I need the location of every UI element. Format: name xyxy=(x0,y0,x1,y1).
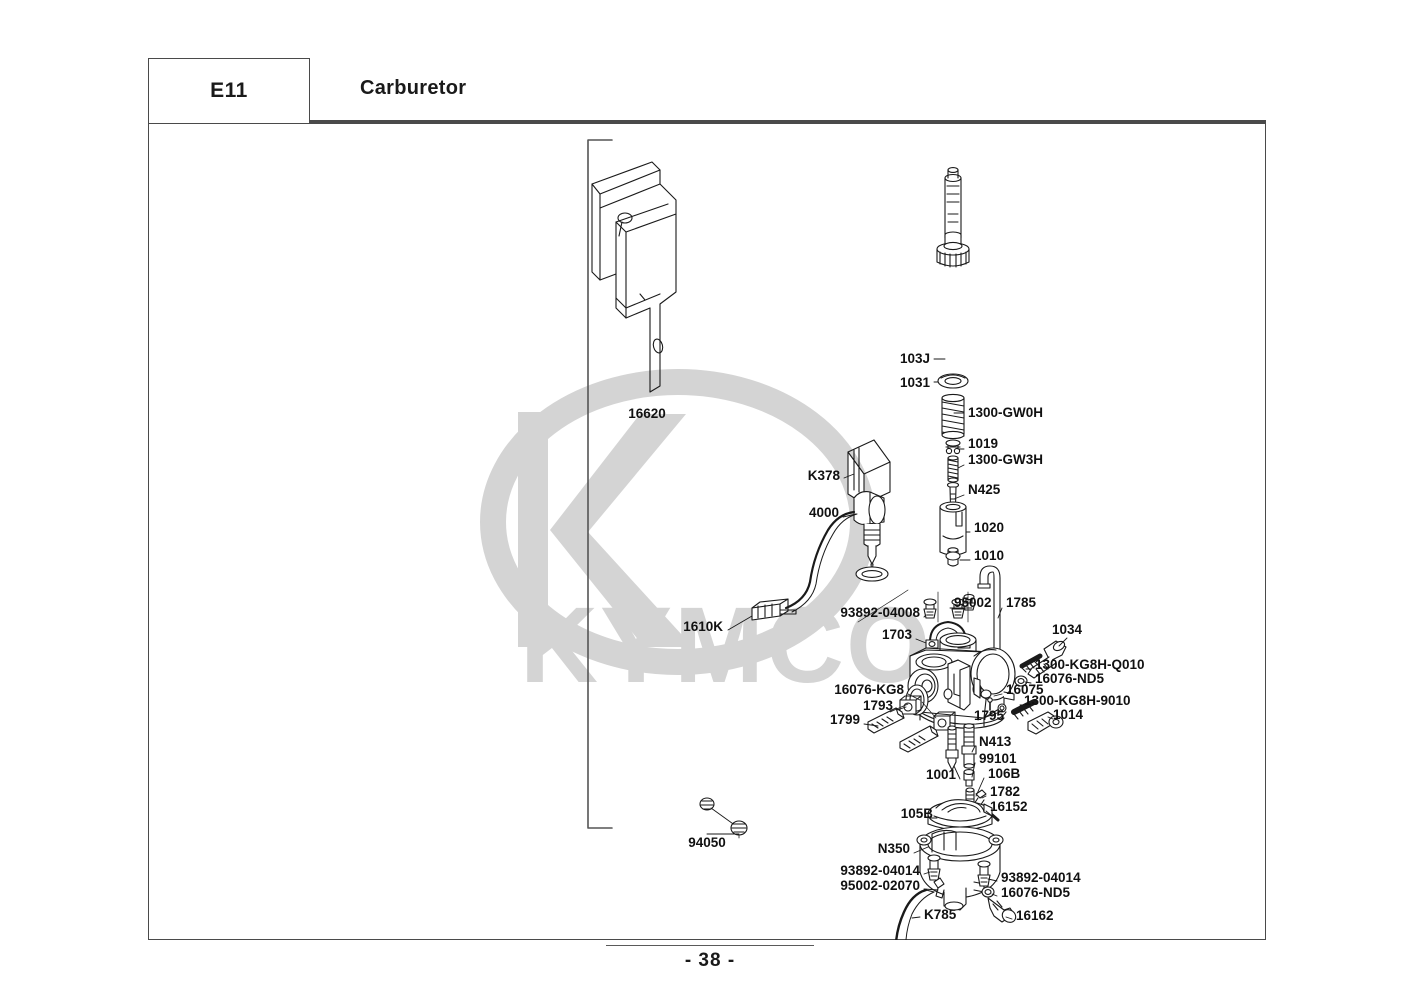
part-1785 xyxy=(977,565,1001,663)
part-1300-KG8H-9010 xyxy=(1011,699,1037,720)
part-94050 xyxy=(699,797,748,839)
part-label-n413: N413 xyxy=(979,734,1012,749)
part-oring-solenoid xyxy=(855,566,889,582)
part-1001 xyxy=(945,725,959,771)
part-stack-top xyxy=(944,167,962,242)
part-label-16162: 16162 xyxy=(1016,908,1054,923)
page-frame: E11 Carburetor xyxy=(148,58,1266,940)
part-label-1785: 1785 xyxy=(1006,595,1037,610)
part-label-1001: 1001 xyxy=(925,767,956,782)
part-16620-bracket xyxy=(591,161,677,393)
part-1799-bolt-b xyxy=(899,725,939,753)
part-label-1300-kg8h-q010: 1300-KG8H-Q010 xyxy=(1035,657,1145,672)
part-1793-plate-b xyxy=(933,711,956,731)
part-16076-ND5-bottom xyxy=(981,886,995,898)
part-label-1031: 1031 xyxy=(899,375,930,390)
page-number: - 38 - xyxy=(684,950,736,971)
part-label-k785: K785 xyxy=(924,907,957,922)
part-label-1010: 1010 xyxy=(974,548,1005,563)
part-label-n350: N350 xyxy=(877,841,910,856)
part-label-94050: 94050 xyxy=(688,835,726,850)
part-16162 xyxy=(987,897,1017,923)
part-label-1799: 1799 xyxy=(829,712,860,727)
part-label-16076-kg8: 16076-KG8 xyxy=(834,682,904,697)
part-label-93892-04014: 93892-04014 xyxy=(840,863,920,878)
part-93892-04014-right xyxy=(977,860,991,887)
part-1034 xyxy=(1027,640,1067,679)
part-label-1300-gw3h: 1300-GW3H xyxy=(968,452,1044,467)
part-label-k378: K378 xyxy=(807,468,840,483)
part-label-1795: 1795 xyxy=(974,708,1005,723)
part-105B xyxy=(927,799,993,831)
part-label-95002: 95002 xyxy=(954,595,992,610)
part-label-4000: 4000 xyxy=(808,505,839,520)
part-label-93892-04014: 93892-04014 xyxy=(1001,870,1081,885)
section-bracket xyxy=(587,139,613,829)
part-label-16076-nd5: 16076-ND5 xyxy=(1035,671,1105,686)
part-label-1703: 1703 xyxy=(881,627,912,642)
part-label-16076-nd5: 16076-ND5 xyxy=(1001,885,1071,900)
section-code-box: E11 xyxy=(148,58,310,124)
part-label-103j: 103J xyxy=(899,351,930,366)
part-label-105b: 105B xyxy=(900,806,933,821)
part-label-1300-gw0h: 1300-GW0H xyxy=(968,405,1044,420)
part-16076-ND5-top xyxy=(1014,675,1028,687)
part-label-16152: 16152 xyxy=(990,799,1028,814)
part-1300-GW0H xyxy=(941,393,965,440)
part-1010 xyxy=(944,547,962,567)
part-label-n425: N425 xyxy=(968,482,1001,497)
part-label-99101: 99101 xyxy=(979,751,1017,766)
footer-divider xyxy=(606,945,814,947)
part-1795 xyxy=(997,703,1007,713)
part-93892-04008 xyxy=(923,598,937,619)
part-label-106b: 106B xyxy=(988,766,1021,781)
section-code: E11 xyxy=(210,79,248,102)
part-label-1300-kg8h-9010: 1300-KG8H-9010 xyxy=(1024,693,1131,708)
part-1020 xyxy=(939,501,967,556)
part-label-1610k: 1610K xyxy=(683,619,723,634)
parts-line-art xyxy=(587,139,1068,940)
part-4000 xyxy=(751,491,886,621)
part-label-95002-02070: 95002-02070 xyxy=(840,878,920,893)
title-divider xyxy=(308,120,1266,122)
part-1300-GW3H xyxy=(947,455,959,483)
part-K785 xyxy=(895,888,935,940)
part-label-93892-04008: 93892-04008 xyxy=(840,605,920,620)
part-label-1020: 1020 xyxy=(974,520,1005,535)
part-label-1793: 1793 xyxy=(862,698,893,713)
part-label-1782: 1782 xyxy=(990,784,1021,799)
exploded-parts-diagram: KYMCO xyxy=(148,122,1266,940)
part-label-16620: 16620 xyxy=(628,406,666,421)
part-N413 xyxy=(961,723,977,769)
part-label-1014: 1014 xyxy=(1053,707,1084,722)
part-1031 xyxy=(937,373,969,389)
diagram-frame xyxy=(148,122,1266,940)
part-103J xyxy=(936,231,970,268)
diagram-frame-top-edge xyxy=(308,122,1266,124)
part-carburetor-body xyxy=(907,632,1016,729)
part-1019 xyxy=(945,439,961,455)
part-1300-KG8H-Q010-spring xyxy=(1019,653,1043,673)
part-label-16075: 16075 xyxy=(1006,682,1044,697)
part-16075 xyxy=(987,697,993,711)
part-label-1019: 1019 xyxy=(968,436,999,451)
leader-lines xyxy=(706,358,1068,920)
part-label-1034: 1034 xyxy=(1051,622,1083,637)
part-93892-04008-b xyxy=(951,598,965,619)
part-95002-02070 xyxy=(933,877,945,899)
page-title: Carburetor xyxy=(360,77,467,99)
part-99101 xyxy=(963,769,975,787)
